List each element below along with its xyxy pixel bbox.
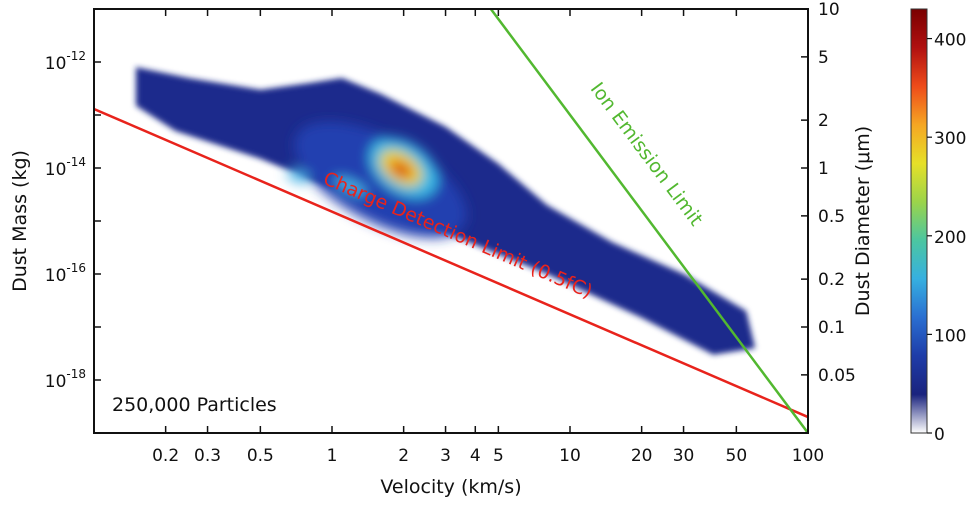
x-axis-title: Velocity (km/s) <box>380 476 521 498</box>
colorbar-tick-label: 0 <box>934 425 945 445</box>
x-tick-label: 20 <box>631 446 653 466</box>
y2-tick-label: 0.5 <box>818 207 845 227</box>
x-tick-label: 0.3 <box>194 446 221 466</box>
particle-count-annotation: 250,000 Particles <box>112 394 277 416</box>
y2-tick-label: 0.2 <box>818 270 845 290</box>
y-axis-title: Dust Mass (kg) <box>9 150 31 292</box>
particle-density-map <box>135 67 756 355</box>
limit-line-label-1: Ion Emission Limit <box>586 78 707 230</box>
x-tick-label: 0.2 <box>152 446 179 466</box>
colorbar-tick-label: 300 <box>934 129 966 149</box>
x-axis-ticks: 0.2 0.3 0.5 1 2 3 4 5 10 20 30 50 100 <box>152 9 824 466</box>
x-tick-label: 100 <box>792 446 824 466</box>
y2-tick-label: 5 <box>818 48 829 68</box>
colorbar-tick-label: 200 <box>934 228 966 248</box>
y2-axis-title: Dust Diameter (μm) <box>852 126 874 316</box>
y2-tick-label: 0.1 <box>818 318 845 338</box>
x-tick-label: 50 <box>726 446 748 466</box>
y2-axis-ticks: 10 5 2 1 0.5 0.2 0.1 0.05 <box>801 0 856 386</box>
x-tick-label: 30 <box>673 446 695 466</box>
y-axis-ticks: 10-12 10-14 10-16 10-18 <box>45 8 101 434</box>
x-tick-label: 1 <box>327 446 338 466</box>
density-region-secondary-2 <box>334 177 368 196</box>
x-tick-label: 3 <box>440 446 451 466</box>
x-tick-label: 10 <box>559 446 581 466</box>
y-tick-label: 10-16 <box>45 261 86 286</box>
x-tick-label: 4 <box>470 446 481 466</box>
y-tick-label: 10-12 <box>45 49 86 74</box>
density-core-group <box>286 121 467 238</box>
limit-line-0 <box>94 107 808 419</box>
density-region-secondary <box>286 169 310 184</box>
y2-tick-label: 1 <box>818 159 829 179</box>
colorbar-ticks: 0 100 200 300 400 <box>927 31 966 445</box>
colorbar-tick-label: 400 <box>934 31 966 51</box>
y2-tick-label: 0.05 <box>818 366 856 386</box>
y-tick-label: 10-18 <box>45 367 86 392</box>
y-tick-label: 10-14 <box>45 155 86 180</box>
colorbar-tick-label: 100 <box>934 326 966 346</box>
limit-line-1 <box>489 9 808 433</box>
y2-tick-label: 2 <box>818 111 829 131</box>
colorbar-scale <box>910 8 928 434</box>
colorbar <box>910 8 928 434</box>
limit-lines <box>94 9 808 433</box>
y2-tick-label: 10 <box>818 0 840 20</box>
x-tick-label: 5 <box>493 446 504 466</box>
x-tick-label: 0.5 <box>247 446 274 466</box>
density-peak <box>394 165 408 176</box>
x-tick-label: 2 <box>398 446 409 466</box>
